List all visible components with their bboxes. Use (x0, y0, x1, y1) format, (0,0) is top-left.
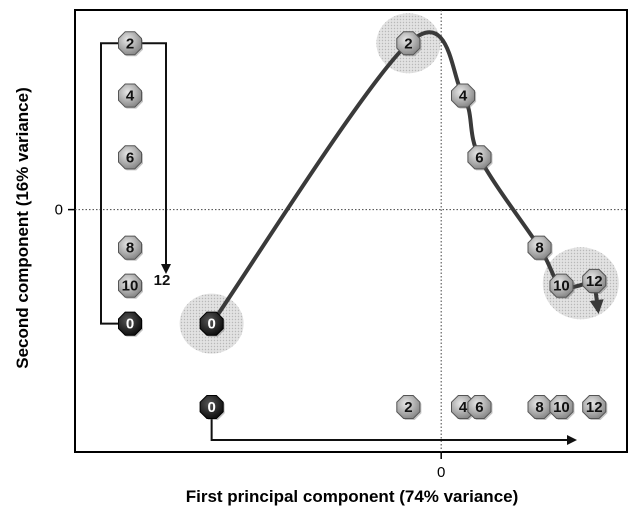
node-octagon (582, 395, 607, 419)
node-label: 4 (126, 88, 135, 105)
zero-reference-lines (75, 10, 627, 452)
node-octagon (118, 273, 142, 298)
x-axis-title: First principal component (74% variance) (186, 487, 519, 506)
node-label: 10 (553, 278, 570, 295)
trajectory-point: 4 (451, 83, 477, 109)
pc1-projection-point: 2 (396, 395, 422, 420)
node-label: 0 (207, 316, 215, 333)
x-tick-label: 0 (437, 464, 445, 481)
node-label: 2 (404, 399, 412, 416)
node-octagon (451, 83, 476, 108)
node-octagon (118, 311, 142, 336)
node-label: 6 (475, 399, 483, 416)
pc2-projection-point: 0 (118, 311, 143, 337)
node-octagon (396, 31, 421, 56)
node-label: 4 (459, 88, 468, 105)
trajectory-point: 0 (199, 311, 225, 337)
trajectory-point: 10 (549, 273, 575, 299)
node-label: 8 (535, 240, 543, 257)
trajectory-curve (209, 30, 604, 325)
pc1-projection-point: 12 (582, 395, 608, 420)
node-label: 0 (207, 399, 215, 416)
trajectory-lines (100, 30, 604, 445)
node-label: 12 (586, 273, 603, 290)
pc2-arrow (100, 42, 171, 325)
node-octagon (118, 31, 142, 56)
node-label: 8 (126, 240, 134, 257)
pc1-arrow (210, 419, 577, 445)
pc2-projection-point: 8 (118, 235, 143, 261)
node-label: 6 (126, 149, 134, 166)
pc2-projection-point: 4 (118, 83, 143, 109)
node-octagon (118, 145, 142, 170)
pc1-projection-point: 6 (467, 395, 493, 420)
node-octagon (467, 145, 492, 170)
highlight-halos (179, 13, 619, 354)
pc1-projection-point: 0 (199, 395, 225, 420)
axis-ticks: 00 (55, 202, 446, 481)
node-octagon (199, 311, 224, 336)
trajectory-point: 8 (527, 235, 553, 261)
node-label: 8 (535, 399, 543, 416)
pc2-projection-point: 10 (118, 273, 143, 299)
node-octagon (467, 395, 492, 419)
node-octagon (527, 395, 552, 419)
pc2-projection-label: 12 (154, 272, 171, 289)
node-label: 10 (553, 399, 570, 416)
node-label: 4 (459, 399, 468, 416)
node-octagon (549, 395, 574, 419)
pc1-projection-point: 10 (549, 395, 575, 420)
trajectory-point: 2 (396, 31, 422, 57)
trajectory-point: 12 (582, 268, 608, 294)
node-octagon (549, 273, 574, 298)
y-axis-title: Second component (16% variance) (13, 87, 32, 369)
node-octagon (582, 268, 607, 293)
node-octagon (527, 235, 552, 260)
pc1-projection-point: 8 (527, 395, 553, 420)
plot-frame (74, 9, 628, 453)
node-label: 6 (475, 149, 483, 166)
node-label: 12 (586, 399, 603, 416)
node-label: 10 (122, 278, 139, 295)
node-octagon (396, 395, 421, 419)
node-octagon (199, 395, 224, 419)
node-octagon (118, 235, 142, 260)
node-label: 2 (404, 35, 412, 52)
node-octagon (118, 83, 142, 108)
pc2-projection-point: 6 (118, 145, 143, 171)
node-label: 2 (126, 35, 134, 52)
y-tick-label: 0 (55, 202, 63, 219)
pc2-projection-point: 2 (118, 31, 143, 57)
trajectory-point: 6 (467, 145, 493, 171)
node-label: 0 (126, 316, 134, 333)
